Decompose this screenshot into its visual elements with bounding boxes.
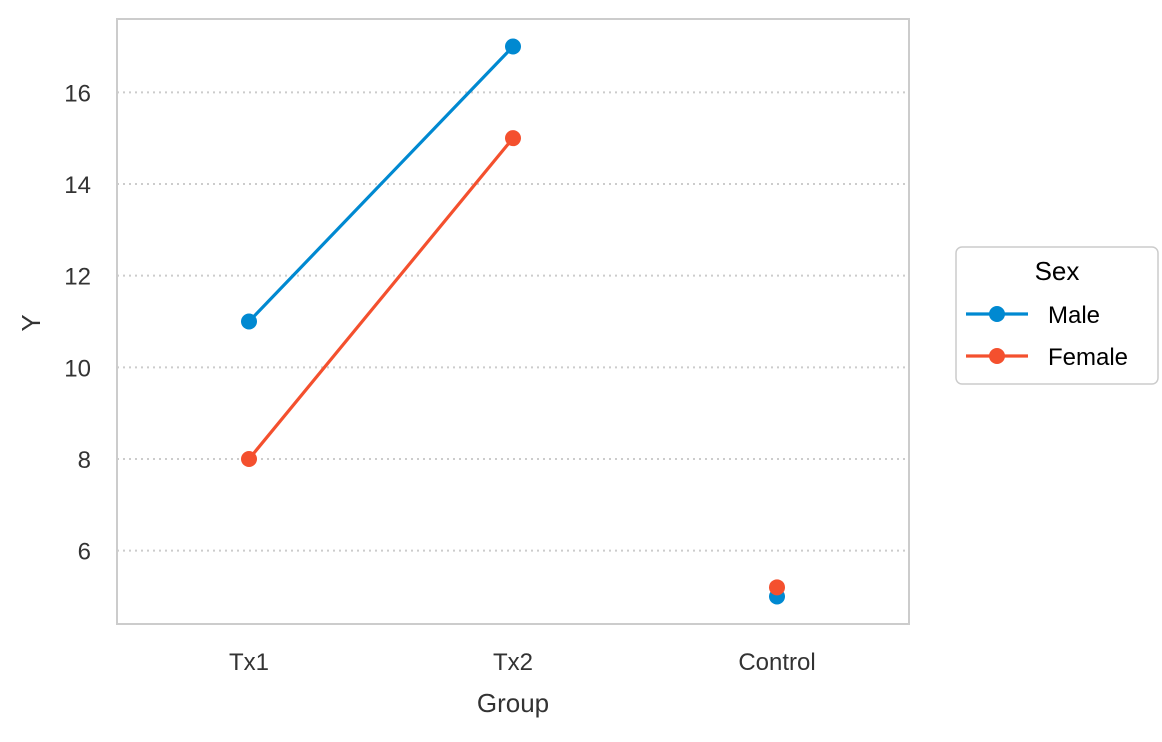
legend-label: Female xyxy=(1048,344,1128,371)
series xyxy=(241,38,785,605)
data-point xyxy=(769,579,785,596)
series-male xyxy=(241,38,785,605)
x-axis-ticks: Tx1 Tx2 Control xyxy=(229,649,816,676)
legend-marker xyxy=(989,348,1005,364)
series-line-segment xyxy=(247,136,515,461)
data-point xyxy=(241,451,257,467)
series-female xyxy=(241,130,785,596)
legend-title: Sex xyxy=(1035,256,1080,286)
data-point xyxy=(505,38,521,55)
legend-item-male: Male xyxy=(966,302,1100,329)
x-axis-label: Group xyxy=(477,688,549,718)
y-tick-label: 14 xyxy=(64,172,91,199)
x-tick-label: Tx2 xyxy=(493,649,533,676)
y-tick-label: 8 xyxy=(78,447,91,474)
legend-marker xyxy=(989,306,1005,322)
grid xyxy=(117,91,909,552)
data-point xyxy=(241,313,257,330)
legend: Sex Male Female xyxy=(955,246,1159,385)
x-tick-label: Tx1 xyxy=(229,649,269,676)
y-axis-label: Y xyxy=(16,314,46,331)
y-tick-label: 16 xyxy=(64,80,91,107)
series-line-segment xyxy=(247,44,515,324)
x-tick-label: Control xyxy=(738,649,815,676)
y-tick-label: 10 xyxy=(64,355,91,382)
y-tick-label: 12 xyxy=(64,264,91,291)
legend-item-female: Female xyxy=(966,344,1128,371)
data-point xyxy=(505,130,521,147)
y-tick-label: 6 xyxy=(78,539,91,566)
plot-frame xyxy=(116,18,910,625)
legend-items: Male Female xyxy=(966,302,1128,371)
legend-label: Male xyxy=(1048,302,1100,329)
y-axis-ticks: 6 8 10 12 14 16 xyxy=(64,80,91,565)
legend-frame xyxy=(955,246,1159,385)
